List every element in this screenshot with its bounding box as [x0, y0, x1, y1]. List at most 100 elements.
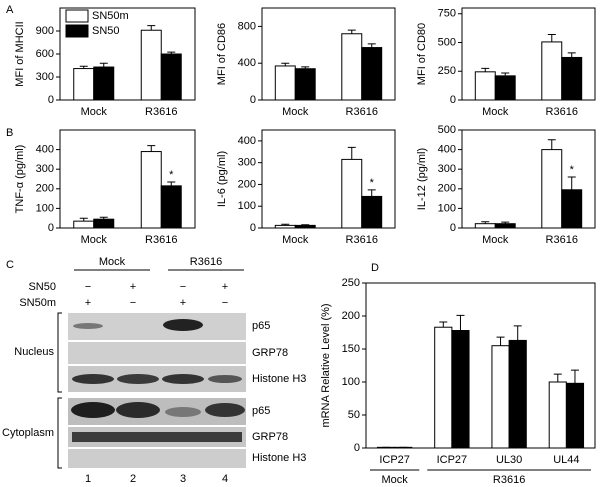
x-tick-label: R3616 — [346, 106, 378, 118]
treatment-sign: − — [85, 281, 91, 293]
y-tick-label: 200 — [342, 310, 360, 322]
y-axis-label: IL-6 (pg/ml) — [216, 151, 228, 207]
y-tick-label: 400 — [36, 144, 54, 156]
protein-label: p65 — [252, 405, 270, 417]
plot-frame — [261, 7, 396, 101]
error-bar — [167, 51, 176, 54]
protein-label: GRP78 — [252, 431, 288, 443]
band — [208, 375, 242, 383]
y-tick-label: 200 — [238, 178, 256, 190]
bar — [274, 65, 296, 101]
bracket — [57, 312, 62, 469]
error-bar — [367, 43, 376, 48]
y-tick-label: 0 — [250, 222, 256, 234]
band — [116, 402, 160, 418]
error-bar — [79, 217, 88, 222]
plot-frame — [261, 129, 396, 229]
bar — [494, 75, 516, 101]
treatment-sign: − — [130, 297, 136, 309]
bar — [508, 339, 527, 449]
y-tick-label: 800 — [238, 20, 256, 32]
bar — [294, 68, 316, 101]
x-tick-label: Mock — [282, 106, 309, 118]
bar — [565, 382, 585, 449]
bar — [93, 218, 115, 229]
legend-label: SN50 — [92, 25, 120, 37]
error-bar — [513, 325, 522, 341]
error-bar — [347, 146, 356, 160]
error-bar — [147, 145, 156, 152]
y-tick-label: 300 — [238, 157, 256, 169]
plot-frame — [461, 7, 596, 101]
treatment-sign: + — [222, 281, 228, 293]
bar — [561, 56, 583, 101]
error-bar — [281, 223, 290, 226]
x-tick-label: R3616 — [546, 106, 578, 118]
plot-frame — [365, 282, 596, 449]
y-tick-label: 300 — [36, 163, 54, 175]
band — [163, 319, 203, 331]
y-tick-label: 100 — [438, 202, 456, 214]
y-axis-label: MFI of CD86 — [216, 23, 228, 85]
y-axis-label: MFI of CD80 — [416, 23, 428, 85]
bar — [494, 223, 516, 229]
y-tick-label: 0 — [450, 94, 456, 106]
error-bar — [567, 176, 576, 190]
y-tick-label: 400 — [238, 135, 256, 147]
y-tick-label: 100 — [342, 376, 360, 388]
blot-strip — [68, 449, 246, 468]
group-label: R3616 — [493, 474, 525, 486]
bar — [361, 195, 383, 229]
x-tick-label: UL44 — [553, 454, 579, 466]
treatment-sign: + — [180, 297, 186, 309]
y-tick-label: 0 — [354, 442, 360, 454]
lane-number: 1 — [85, 473, 91, 485]
treatment-sign: − — [222, 297, 228, 309]
lane-number: 3 — [180, 473, 186, 485]
legend-label: SN50m — [92, 10, 129, 22]
bar — [561, 189, 583, 229]
x-tick-label: Mock — [482, 234, 509, 246]
error-bar — [367, 189, 376, 197]
significance-mark: * — [169, 169, 174, 181]
error-bar — [501, 72, 510, 76]
error-bar — [301, 66, 310, 69]
error-bar — [547, 139, 556, 150]
plot-frame — [59, 129, 196, 229]
legend-swatch — [65, 24, 89, 38]
y-tick-label: 500 — [438, 36, 456, 48]
bar — [474, 223, 496, 229]
x-tick-label: Mock — [282, 234, 309, 246]
bar — [93, 66, 115, 101]
y-tick-label: 0 — [450, 222, 456, 234]
band — [162, 374, 204, 384]
bar — [73, 220, 95, 229]
error-bar — [167, 181, 176, 186]
error-bar — [567, 52, 576, 58]
lane-number: 4 — [222, 473, 228, 485]
x-tick-label: R3616 — [145, 106, 177, 118]
band — [72, 432, 242, 442]
error-bar — [570, 369, 579, 384]
fraction-label: Nucleus — [14, 346, 54, 358]
bar — [491, 345, 510, 449]
blot-group-label: R3616 — [190, 256, 222, 268]
bar — [160, 53, 182, 101]
bar — [140, 29, 162, 101]
x-tick-label: Mock — [482, 106, 509, 118]
error-bar — [547, 33, 556, 42]
bar — [274, 224, 296, 229]
x-tick-label: R3616 — [546, 234, 578, 246]
x-tick-label: UL30 — [496, 454, 522, 466]
bar — [294, 224, 316, 229]
y-tick-label: 750 — [438, 8, 456, 20]
band — [117, 374, 159, 384]
error-bar — [501, 221, 510, 224]
x-tick-label: Mock — [81, 234, 108, 246]
error-bar — [553, 373, 562, 382]
error-bar — [347, 29, 356, 34]
bar — [140, 151, 162, 229]
y-tick-label: 600 — [36, 48, 54, 60]
y-tick-label: 150 — [342, 343, 360, 355]
